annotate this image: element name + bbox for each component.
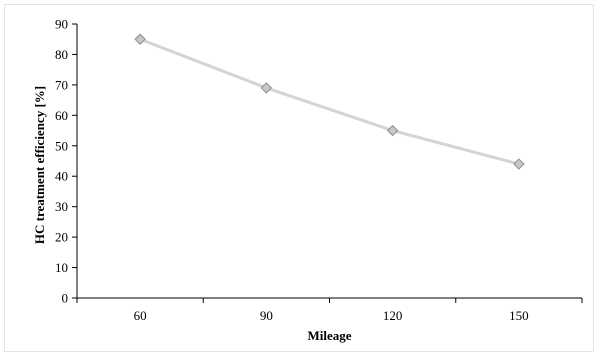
y-tick-label: 90 — [55, 17, 68, 32]
x-tick-label: 60 — [134, 308, 147, 323]
chart-frame — [4, 4, 594, 352]
y-tick-label: 20 — [55, 230, 68, 245]
x-tick-label: 120 — [383, 308, 403, 323]
y-tick-label: 0 — [62, 291, 69, 306]
data-point-marker — [513, 158, 525, 170]
x-axis-ticks: 60 90 120 150 — [76, 298, 583, 323]
y-axis-ticks: 0 10 20 30 40 50 60 70 80 90 — [55, 17, 77, 306]
series-group — [134, 33, 525, 170]
y-tick-label: 50 — [55, 138, 68, 153]
y-tick-label: 60 — [55, 108, 68, 123]
y-tick-label: 40 — [55, 169, 68, 184]
data-point-marker — [134, 33, 146, 45]
data-point-marker — [260, 82, 273, 94]
series-line — [139, 37, 520, 166]
y-tick-label: 70 — [55, 77, 68, 92]
y-tick-label: 80 — [55, 47, 68, 62]
y-axis-title: HC treatment efficiency [%] — [32, 86, 47, 244]
x-tick-label: 150 — [509, 308, 529, 323]
x-axis-title: Mileage — [307, 328, 351, 343]
y-tick-label: 10 — [55, 260, 68, 275]
data-point-marker — [386, 124, 399, 137]
x-tick-label: 90 — [260, 308, 273, 323]
y-tick-label: 30 — [55, 199, 68, 214]
